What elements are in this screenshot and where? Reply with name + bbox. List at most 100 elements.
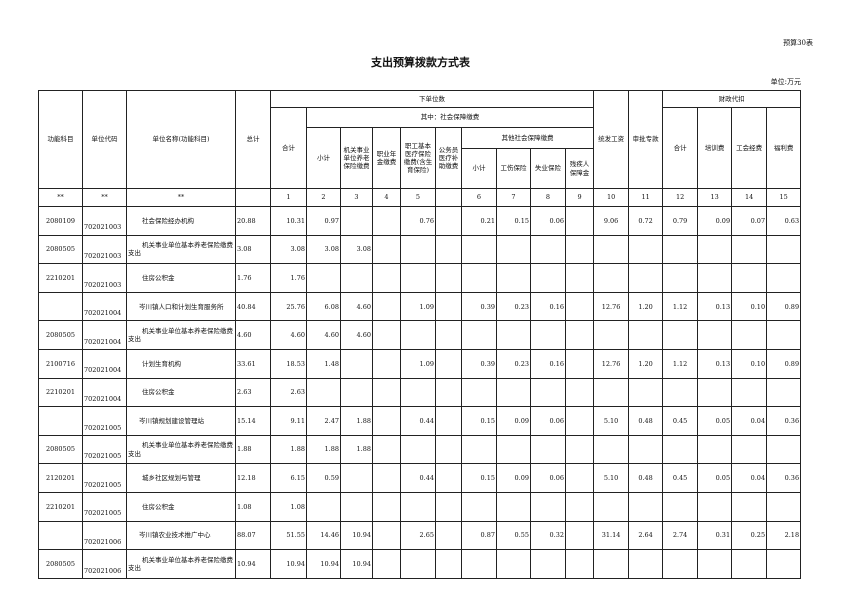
value-cell xyxy=(662,434,699,465)
value-cell xyxy=(400,377,436,408)
value-cell: 18.53 xyxy=(270,348,307,379)
value-cell xyxy=(662,263,699,293)
value-cell xyxy=(697,549,733,579)
total-cell: 1.08 xyxy=(235,491,271,522)
value-cell: 0.79 xyxy=(662,206,699,236)
value-cell xyxy=(435,549,462,579)
value-cell: 1.88 xyxy=(270,434,307,465)
value-cell xyxy=(461,234,497,265)
value-cell xyxy=(340,491,373,522)
func-subject-cell: 2210201 xyxy=(38,377,83,408)
unit-name-cell: 城乡社区规划与管理 xyxy=(126,463,236,493)
value-cell: 0.23 xyxy=(496,348,531,379)
table-row: 2080109 702021003 社会保险经办机构 20.88 10.31 0.97 0.… xyxy=(38,206,802,236)
value-cell: 0.32 xyxy=(530,520,566,551)
value-cell xyxy=(564,491,595,522)
value-cell: 0.76 xyxy=(400,206,436,236)
unit-name-cell: 机关事业单位基本养老保险缴费支出 xyxy=(126,549,236,579)
value-cell xyxy=(400,234,436,265)
value-cell xyxy=(340,263,373,293)
func-subject-cell: 2210201 xyxy=(38,263,83,293)
unit-label: 单位:万元 xyxy=(770,78,801,86)
index-cell: ** xyxy=(82,188,127,207)
value-cell xyxy=(662,377,699,408)
index-cell xyxy=(435,188,462,207)
value-cell: 1.48 xyxy=(306,348,341,379)
value-cell xyxy=(593,377,630,408)
value-cell: 0.10 xyxy=(731,348,768,379)
header-unit-name: 单位名称(功能科目) xyxy=(126,90,236,189)
value-cell: 4.60 xyxy=(340,291,373,322)
func-subject-cell xyxy=(38,406,83,436)
total-cell: 20.88 xyxy=(235,206,271,236)
value-cell xyxy=(340,377,373,408)
table-row: 2080505 702021003 机关事业单位基本养老保险缴费支出 3.08 3.08… xyxy=(38,234,802,265)
value-cell: 9.06 xyxy=(593,206,630,236)
value-cell: 0.23 xyxy=(496,291,531,322)
value-cell: 0.09 xyxy=(496,406,531,436)
value-cell: 0.10 xyxy=(731,291,768,322)
value-cell: 0.16 xyxy=(530,348,566,379)
value-cell: 1.20 xyxy=(628,348,664,379)
table-row: 2080505 702021006 机关事业单位基本养老保险缴费支出 10.94 10.… xyxy=(38,549,802,579)
value-cell: 1.09 xyxy=(400,348,436,379)
value-cell xyxy=(564,406,595,436)
value-cell xyxy=(400,434,436,465)
index-cell: 3 xyxy=(340,188,373,207)
value-cell xyxy=(766,491,802,522)
value-cell xyxy=(435,377,462,408)
index-cell: 10 xyxy=(593,188,630,207)
value-cell xyxy=(628,491,664,522)
value-cell: 0.89 xyxy=(766,291,802,322)
header-welfare: 福利费 xyxy=(766,107,802,189)
header-pension: 机关事业单位养老保险缴费 xyxy=(340,127,373,189)
value-cell xyxy=(766,234,802,265)
value-cell: 0.45 xyxy=(662,463,699,493)
value-cell xyxy=(564,234,595,265)
value-cell: 0.09 xyxy=(496,463,531,493)
header-total: 总计 xyxy=(235,90,271,189)
value-cell xyxy=(766,549,802,579)
value-cell xyxy=(340,348,373,379)
func-subject-cell: 2080505 xyxy=(38,434,83,465)
value-cell: 0.89 xyxy=(766,348,802,379)
value-cell xyxy=(593,320,630,350)
value-cell: 14.46 xyxy=(306,520,341,551)
value-cell: 1.76 xyxy=(270,263,307,293)
index-cell: 6 xyxy=(461,188,497,207)
value-cell: 1.88 xyxy=(306,434,341,465)
value-cell xyxy=(593,263,630,293)
header-medical: 职工基本医疗保险缴费(含生育保险) xyxy=(400,127,436,189)
value-cell xyxy=(530,377,566,408)
table-row: 2080505 702021005 机关事业单位基本养老保险缴费支出 1.88 1.88… xyxy=(38,434,802,465)
unit-code-cell: 702021005 xyxy=(82,491,127,522)
value-cell xyxy=(496,263,531,293)
value-cell xyxy=(435,206,462,236)
value-cell xyxy=(530,263,566,293)
header-social-security: 其中：社会保障缴费 xyxy=(305,107,595,128)
unit-code-cell: 702021003 xyxy=(82,206,127,236)
value-cell xyxy=(496,377,531,408)
value-cell: 1.88 xyxy=(340,434,373,465)
value-cell: 0.59 xyxy=(306,463,341,493)
value-cell: 10.94 xyxy=(340,549,373,579)
header-lower-units: 下单位数 xyxy=(269,90,595,108)
value-cell xyxy=(461,491,497,522)
value-cell: 12.76 xyxy=(593,348,630,379)
func-subject-cell: 2120201 xyxy=(38,463,83,493)
index-cell: 13 xyxy=(697,188,733,207)
total-cell: 12.18 xyxy=(235,463,271,493)
total-cell: 4.60 xyxy=(235,320,271,350)
index-cell: 11 xyxy=(628,188,664,207)
value-cell: 1.09 xyxy=(400,291,436,322)
value-cell xyxy=(340,206,373,236)
index-cell: ** xyxy=(38,188,83,207)
value-cell: 0.25 xyxy=(731,520,768,551)
value-cell xyxy=(731,377,768,408)
value-cell xyxy=(372,377,401,408)
value-cell xyxy=(662,549,699,579)
value-cell xyxy=(435,463,462,493)
header-other-subtotal: 小计 xyxy=(461,148,497,189)
value-cell xyxy=(530,320,566,350)
unit-name-cell: 住房公积金 xyxy=(126,263,236,293)
